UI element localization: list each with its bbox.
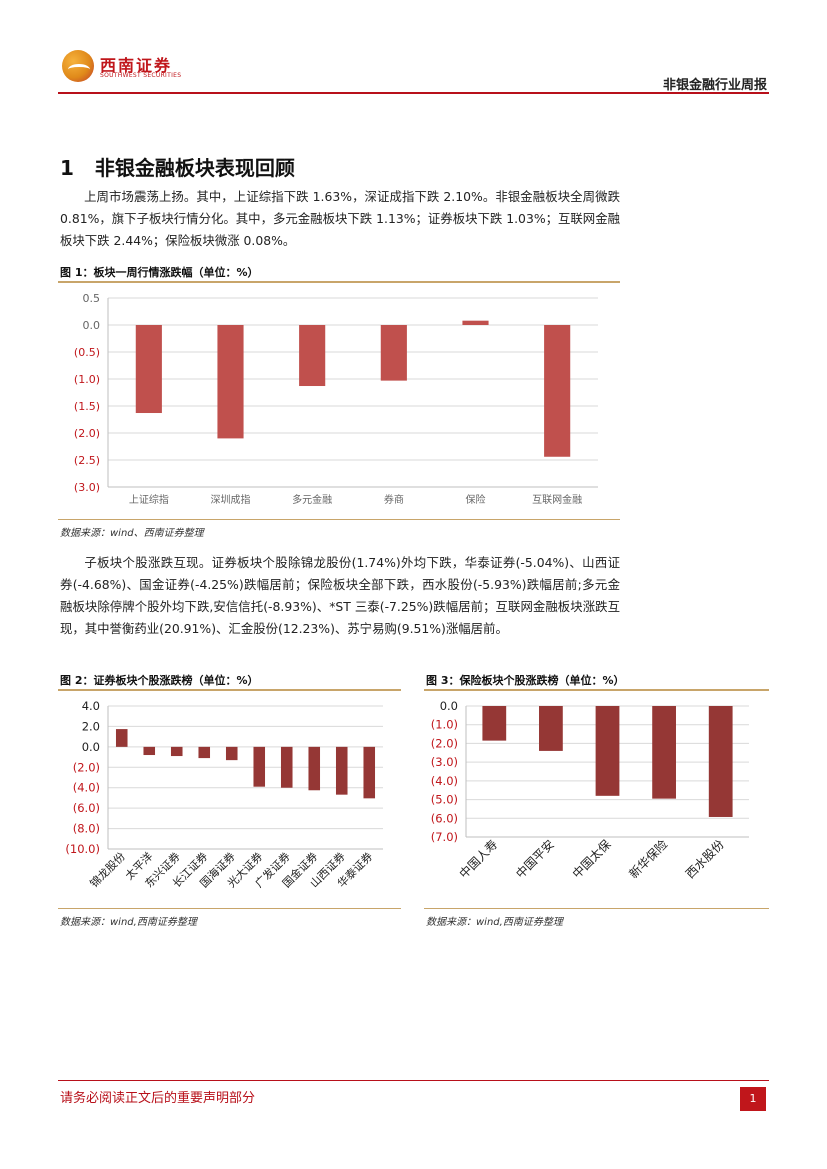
y-tick-label: (7.0) bbox=[431, 830, 458, 844]
y-tick-label: (1.0) bbox=[74, 373, 100, 386]
figure-1-chart: 0.5 0.0 (0.5) (1.0) (1.5) (2.0) (2.5) (3.0) 上证综指… bbox=[74, 292, 598, 506]
bar-2 bbox=[539, 706, 563, 751]
bar-7 bbox=[280, 746, 293, 788]
figure-3-chart: 0.0(1.0)(2.0)(3.0)(4.0)(5.0)(6.0)(7.0)中国… bbox=[431, 699, 749, 882]
y-tick-label: (4.0) bbox=[73, 781, 100, 795]
bar-5 bbox=[462, 320, 489, 325]
figure-2-top-rule bbox=[58, 689, 401, 691]
y-tick-label: (5.0) bbox=[431, 793, 458, 807]
figure-1-top-rule bbox=[58, 281, 620, 283]
x-category-label: 中国人寿 bbox=[456, 837, 501, 882]
figure-1-bottom-rule bbox=[58, 519, 620, 520]
bar-10 bbox=[363, 746, 376, 799]
figure-2-title: 图 2：证券板块个股涨跌榜（单位：%） bbox=[60, 674, 259, 687]
paragraph-stock-review-text: 子板块个股涨跌互现。证券板块个股除锦龙股份(1.74%)外均下跌，华泰证券(-5… bbox=[60, 555, 620, 636]
y-tick-label: 0.0 bbox=[83, 319, 101, 332]
bar-2 bbox=[217, 325, 244, 439]
paragraph-market-review: 上周市场震荡上扬。其中，上证综指下跌 1.63%，深证成指下跌 2.10%。非银… bbox=[60, 186, 620, 252]
bar-5 bbox=[708, 706, 733, 817]
y-tick-label: (8.0) bbox=[73, 822, 100, 836]
bar-9 bbox=[335, 746, 348, 795]
footer-disclaimer: 请务必阅读正文后的重要声明部分 bbox=[60, 1091, 256, 1106]
figure-3-title: 图 3：保险板块个股涨跌榜（单位：%） bbox=[426, 674, 625, 687]
y-tick-label: 4.0 bbox=[82, 699, 100, 713]
y-tick-label: (2.0) bbox=[73, 760, 100, 774]
y-tick-label: (6.0) bbox=[431, 811, 458, 825]
bar-4 bbox=[380, 325, 407, 381]
y-tick-label: (3.0) bbox=[74, 481, 100, 494]
bar-1 bbox=[135, 325, 162, 414]
paragraph-market-review-text: 上周市场震荡上扬。其中，上证综指下跌 1.63%，深证成指下跌 2.10%。非银… bbox=[60, 189, 620, 248]
x-category-label: 深圳成指 bbox=[211, 493, 251, 506]
figure-2-source: 数据来源：wind,西南证券整理 bbox=[60, 917, 197, 928]
figure-3-top-rule bbox=[424, 689, 769, 691]
x-category-label: 券商 bbox=[384, 493, 404, 506]
y-tick-label: (2.0) bbox=[431, 736, 458, 750]
x-category-label: 上证综指 bbox=[129, 493, 169, 506]
y-tick-label: (3.0) bbox=[431, 755, 458, 769]
x-category-label: 中国平安 bbox=[512, 837, 557, 882]
y-tick-label: (10.0) bbox=[65, 842, 100, 856]
bar-6 bbox=[253, 746, 266, 787]
section-title-text: 非银金融板块表现回顾 bbox=[94, 156, 295, 180]
y-tick-label: (6.0) bbox=[73, 801, 100, 815]
x-category-label: 新华保险 bbox=[626, 837, 671, 882]
y-tick-label: (2.0) bbox=[74, 427, 100, 440]
x-category-label: 互联网金融 bbox=[532, 493, 582, 506]
bar-1 bbox=[482, 706, 507, 741]
paragraph-stock-review: 子板块个股涨跌互现。证券板块个股除锦龙股份(1.74%)外均下跌，华泰证券(-5… bbox=[60, 552, 620, 640]
section-number: 1 bbox=[60, 156, 74, 180]
x-category-label: 西水股份 bbox=[683, 837, 727, 881]
bar-1 bbox=[115, 729, 128, 747]
bar-2 bbox=[143, 746, 156, 756]
footer-divider bbox=[58, 1080, 769, 1081]
section-heading: 1 非银金融板块表现回顾 bbox=[60, 152, 295, 181]
bar-4 bbox=[652, 706, 676, 799]
y-tick-label: 0.5 bbox=[83, 292, 101, 305]
y-tick-label: (0.5) bbox=[74, 346, 100, 359]
y-tick-label: (1.5) bbox=[74, 400, 100, 413]
y-tick-label: (2.5) bbox=[74, 454, 100, 467]
bar-3 bbox=[299, 325, 326, 387]
x-category-label: 保险 bbox=[466, 493, 486, 506]
figure-1-source: 数据来源：wind、西南证券整理 bbox=[60, 528, 204, 539]
y-tick-label: (1.0) bbox=[431, 718, 458, 732]
x-category-label: 多元金融 bbox=[292, 493, 332, 506]
figure-2-bottom-rule bbox=[58, 908, 401, 909]
bar-8 bbox=[308, 746, 321, 791]
y-tick-label: 0.0 bbox=[440, 699, 458, 713]
figure-1-title: 图 1：板块一周行情涨跌幅（单位：%） bbox=[60, 266, 259, 279]
company-logo: 西南证券 SOUTHWEST SECURITIES bbox=[62, 50, 182, 84]
y-tick-label: (4.0) bbox=[431, 774, 458, 788]
logo-english-name: SOUTHWEST SECURITIES bbox=[100, 72, 182, 79]
logo-chinese-name: 西南证券 bbox=[100, 56, 173, 75]
figure-3-bottom-rule bbox=[424, 908, 769, 909]
figure-2-chart: 4.02.00.0(2.0)(4.0)(6.0)(8.0)(10.0)锦龙股份太… bbox=[65, 699, 383, 890]
y-tick-label: 0.0 bbox=[82, 740, 100, 754]
figure-3-source: 数据来源：wind,西南证券整理 bbox=[426, 917, 563, 928]
bar-3 bbox=[170, 746, 183, 757]
x-category-label: 中国太保 bbox=[569, 837, 614, 882]
bar-5 bbox=[225, 746, 238, 761]
y-tick-label: 2.0 bbox=[82, 719, 100, 733]
bar-6 bbox=[544, 325, 571, 457]
logo-emblem-icon bbox=[62, 50, 94, 82]
bar-3 bbox=[595, 706, 620, 796]
report-type-title: 非银金融行业周报 bbox=[662, 78, 767, 93]
header-divider bbox=[58, 92, 769, 94]
page-number: 1 bbox=[740, 1087, 766, 1111]
bar-4 bbox=[198, 746, 211, 759]
